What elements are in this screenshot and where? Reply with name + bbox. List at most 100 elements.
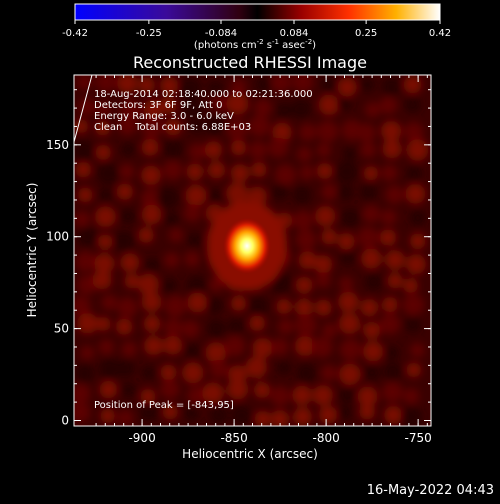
ripple-blob: [141, 116, 163, 139]
ripple-blob: [164, 295, 187, 317]
colorbar-tick-label: 0.25: [355, 28, 377, 39]
colorbar-ticks: -0.42 -0.25 -0.084 0.084 0.25 0.42: [62, 20, 451, 39]
ripple-blob: [357, 123, 376, 143]
ripple-blob: [255, 76, 272, 93]
ripple-blob: [207, 161, 226, 179]
ripple-blob: [409, 209, 426, 226]
ripple-blob: [321, 229, 337, 245]
ripple-blob: [379, 229, 397, 246]
ripple-blob: [383, 362, 402, 381]
ripple-blob: [339, 363, 361, 386]
ripple-blob: [138, 227, 154, 243]
ripple-blob: [245, 356, 267, 378]
ripple-blob: [75, 161, 92, 178]
ripple-blob: [117, 409, 134, 426]
ripple-blob: [403, 388, 420, 405]
ripple-blob: [164, 118, 182, 136]
ripple-blob: [357, 226, 379, 249]
ripple-blob: [117, 115, 138, 136]
ripple-blob: [341, 208, 360, 227]
ripple-blob: [160, 364, 177, 381]
ripple-blob: [316, 142, 331, 158]
x-tick-label: -850: [220, 431, 247, 445]
ripple-blob: [277, 318, 294, 335]
ripple-blob: [402, 293, 425, 316]
ripple-blob: [385, 185, 404, 204]
ripple-blob: [159, 379, 180, 399]
ripple-blob: [295, 229, 317, 250]
ripple-blob: [227, 378, 249, 400]
ripple-blob: [294, 314, 317, 337]
ripple-blob: [341, 119, 363, 141]
ripple-blob: [338, 233, 355, 250]
ripple-blob: [230, 164, 250, 183]
ripple-blob: [164, 211, 179, 227]
ripple-blob: [226, 182, 248, 205]
ripple-blob: [335, 160, 358, 183]
ripple-blob: [319, 405, 338, 424]
ripple-blob: [119, 163, 135, 180]
ripple-blob: [143, 99, 163, 119]
ripple-blob: [207, 80, 224, 97]
ripple-blob: [74, 402, 91, 423]
ripple-blob: [141, 365, 156, 380]
y-tick-label: 100: [46, 230, 69, 244]
ripple-blob: [406, 362, 422, 378]
ripple-blob: [362, 204, 380, 223]
ripple-blob: [211, 94, 229, 112]
heatmap-image: [74, 75, 431, 426]
ripple-blob: [117, 75, 138, 94]
heatmap-ripples: [74, 75, 429, 426]
ripple-blob: [379, 313, 401, 335]
ripple-blob: [276, 102, 293, 119]
ripple-blob: [291, 98, 312, 119]
ripple-blob: [316, 120, 339, 142]
ripple-blob: [337, 405, 353, 420]
x-tick-label: -800: [312, 431, 339, 445]
ripple-blob: [406, 254, 426, 275]
ripple-blob: [298, 251, 317, 270]
ripple-blob: [405, 183, 426, 204]
ripple-blob: [227, 317, 244, 335]
ripple-blob: [338, 291, 359, 312]
ripple-blob: [117, 297, 138, 318]
colorbar-tick-label: 0.42: [429, 28, 451, 39]
ripple-blob: [360, 77, 376, 92]
ripple-blob: [183, 204, 202, 222]
ripple-blob: [137, 273, 159, 295]
ripple-blob: [209, 406, 228, 425]
ripple-blob: [360, 298, 378, 317]
ripple-blob: [207, 319, 226, 338]
ripple-blob: [80, 345, 95, 360]
ripple-blob: [143, 336, 164, 356]
ripple-blob: [113, 230, 135, 252]
ripple-blob: [410, 233, 426, 249]
ripple-blob: [168, 228, 184, 243]
colorbar-tick-label: -0.42: [62, 28, 88, 39]
ripple-blob: [121, 382, 137, 398]
ripple-blob: [187, 386, 206, 405]
ripple-blob: [77, 187, 93, 203]
ripple-blob: [230, 295, 247, 311]
ripple-blob: [96, 316, 111, 332]
ripple-blob: [119, 98, 142, 121]
ripple-blob: [230, 140, 247, 156]
ripple-blob: [205, 342, 227, 364]
ripple-blob: [77, 274, 97, 295]
ripple-blob: [116, 318, 133, 335]
colorbar: -0.42 -0.25 -0.084 0.084 0.25 0.42 (photons c…: [62, 3, 451, 51]
ripple-blob: [271, 338, 289, 356]
ripple-blob: [403, 122, 424, 142]
ripple-blob: [99, 358, 121, 380]
colorbar-unit: (photons cm-2 s-1 asec-2): [194, 38, 316, 51]
colorbar-tick-label: 0.084: [280, 28, 309, 39]
ripple-blob: [141, 165, 161, 186]
ripple-blob: [187, 232, 203, 248]
ripple-blob: [208, 277, 224, 292]
y-axis-label: Heliocentric Y (arcsec): [25, 183, 39, 318]
ripple-blob: [231, 405, 252, 426]
ripple-blob: [379, 96, 398, 115]
ripple-blob: [99, 380, 118, 399]
ripple-blob: [186, 275, 207, 296]
ripple-blob: [385, 345, 400, 360]
